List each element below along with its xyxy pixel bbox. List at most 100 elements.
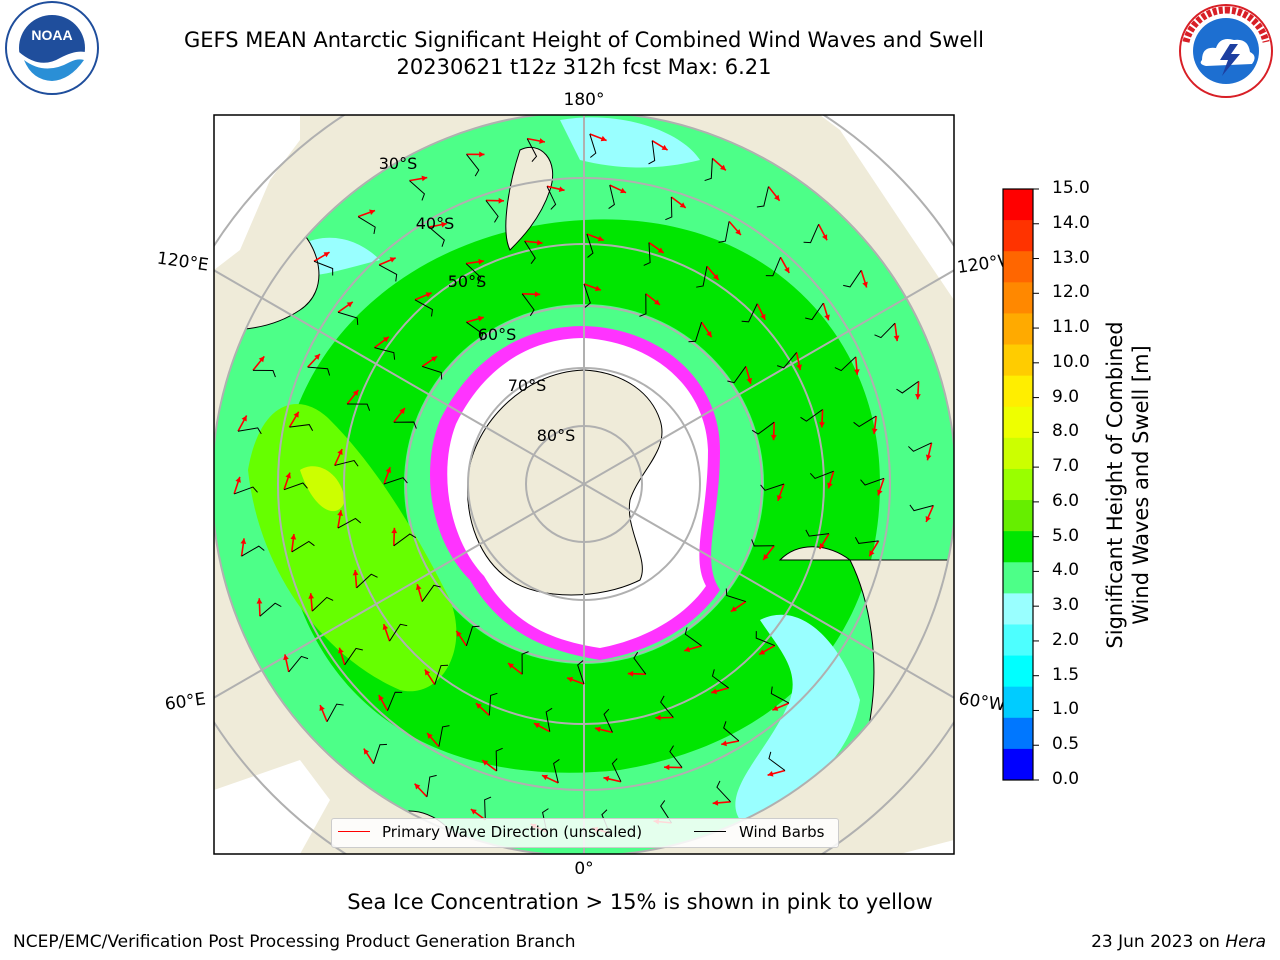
- wave-arrow-head: [925, 516, 931, 522]
- wave-direction-arrows: [233, 133, 935, 834]
- wind-barb: [723, 721, 740, 742]
- wind-barb: [313, 260, 334, 276]
- wave-arrow-head: [391, 527, 398, 534]
- wave-arrow-head: [414, 783, 421, 790]
- wave-arrow-head: [776, 494, 783, 501]
- footer-date: 23 Jun 2023 on: [1091, 932, 1226, 952]
- wave-arrow-head: [319, 705, 325, 712]
- footer-machine: Hera: [1225, 932, 1266, 952]
- wind-barb: [373, 743, 387, 764]
- wind-barb: [465, 263, 482, 284]
- wind-barb: [756, 186, 769, 208]
- wind-barb: [776, 352, 797, 369]
- colorbar-tick-label: 1.5: [1052, 664, 1080, 685]
- colorbar-segment: [1003, 717, 1033, 750]
- wind-barb: [718, 221, 730, 243]
- wave-arrow-head: [431, 356, 438, 362]
- wave-arrow-head: [657, 247, 664, 253]
- wind-barb: [387, 691, 403, 711]
- legend-primary-wave-label: Primary Wave Direction (unscaled): [382, 823, 643, 841]
- wind-barb: [639, 293, 647, 317]
- wave-arrow-head: [382, 624, 389, 631]
- wave-arrow-head: [323, 252, 330, 258]
- wave-arrow-head: [477, 315, 484, 322]
- nws-logo-icon: [1179, 4, 1273, 98]
- wind-barb: [696, 266, 708, 288]
- wind-barb: [526, 138, 538, 162]
- colorbar-tick-label: 10.0: [1052, 351, 1090, 372]
- wave-arrow-head: [385, 467, 392, 474]
- wave-arrow-head: [475, 703, 482, 709]
- wave-arrow-head: [763, 554, 769, 560]
- colorbar-tick-label: 5.0: [1052, 525, 1080, 546]
- wind-barb: [660, 695, 674, 718]
- lon-label-lower-left: 60°E: [164, 689, 207, 714]
- wind-barb: [843, 270, 862, 288]
- wave-arrow-head: [534, 291, 541, 298]
- lat-label-50s: 50°S: [448, 272, 487, 291]
- wave-arrow-head: [415, 584, 422, 591]
- colorbar-tick-label: 4.0: [1052, 560, 1080, 581]
- wave-arrow-head: [478, 258, 484, 265]
- colorbar-segment: [1003, 748, 1033, 781]
- wind-barb: [495, 747, 503, 772]
- wind-barb: [237, 427, 262, 435]
- colorbar-tick-label: 9.0: [1052, 386, 1080, 407]
- wind-barb: [896, 380, 919, 394]
- wind-barb: [770, 686, 790, 704]
- wind-barb: [289, 424, 314, 431]
- colorbar-tick-label: 2.0: [1052, 629, 1080, 650]
- lat-label-80s: 80°S: [537, 426, 576, 445]
- wave-low-region: [560, 117, 700, 168]
- wind-barb: [465, 625, 480, 646]
- wave-arrow-head: [603, 776, 610, 782]
- wind-barb: [809, 470, 834, 480]
- wind-barb: [751, 421, 775, 435]
- colorbar-segment: [1003, 437, 1033, 470]
- lat-label-30s: 30°S: [379, 154, 418, 173]
- wave-arrow-head: [293, 411, 299, 418]
- wind-barb: [553, 759, 560, 784]
- wave-arrow-head: [712, 799, 719, 806]
- colorbar-segment: [1003, 468, 1033, 501]
- wave-arrow-head: [720, 164, 726, 171]
- lat-label-70s: 70°S: [508, 376, 547, 395]
- wave-arrow-head: [479, 151, 485, 158]
- colorbar-segment: [1003, 655, 1033, 688]
- wind-barb: [383, 477, 408, 485]
- colorbar: [1003, 188, 1039, 781]
- wave-arrow-head: [620, 187, 627, 194]
- wave-arrow-head: [819, 422, 825, 428]
- wind-barb: [727, 366, 747, 384]
- wind-barb: [716, 780, 731, 803]
- map-legend: Primary Wave Direction (unscaled) Wind B…: [331, 818, 839, 848]
- new-zealand-landmass: [505, 146, 554, 251]
- wave-arrow-head: [346, 301, 353, 308]
- wave-arrow-head: [735, 229, 741, 235]
- wave-arrow-head: [597, 235, 604, 242]
- wind-barb: [488, 692, 498, 716]
- colorbar-title-line2: Wind Waves and Swell [m]: [1129, 345, 1153, 625]
- wave-arrow-head: [470, 809, 477, 815]
- wave-arrow-head: [399, 408, 405, 414]
- wind-barb: [393, 421, 417, 429]
- wind-barb: [589, 133, 597, 158]
- colorbar-segment: [1003, 313, 1033, 346]
- wind-barb: [422, 365, 443, 380]
- wind-barb: [438, 725, 450, 747]
- wave-arrow-head: [706, 331, 712, 338]
- chart-title: GEFS MEAN Antarctic Significant Height o…: [183, 28, 985, 52]
- wave-arrow-head: [679, 202, 686, 208]
- wind-barb: [307, 366, 331, 376]
- wind-barb: [854, 537, 879, 544]
- wind-barb: [428, 226, 445, 247]
- wind-barb: [466, 154, 480, 177]
- wind-barb: [291, 540, 315, 553]
- wind-barb: [337, 311, 359, 325]
- wave-arrow-head: [654, 299, 660, 305]
- wave-arrow-head: [240, 538, 247, 545]
- colorbar-tick-label: 0.0: [1052, 769, 1080, 789]
- wave-arrow-head: [853, 369, 860, 375]
- wave-arrow-head: [661, 144, 668, 151]
